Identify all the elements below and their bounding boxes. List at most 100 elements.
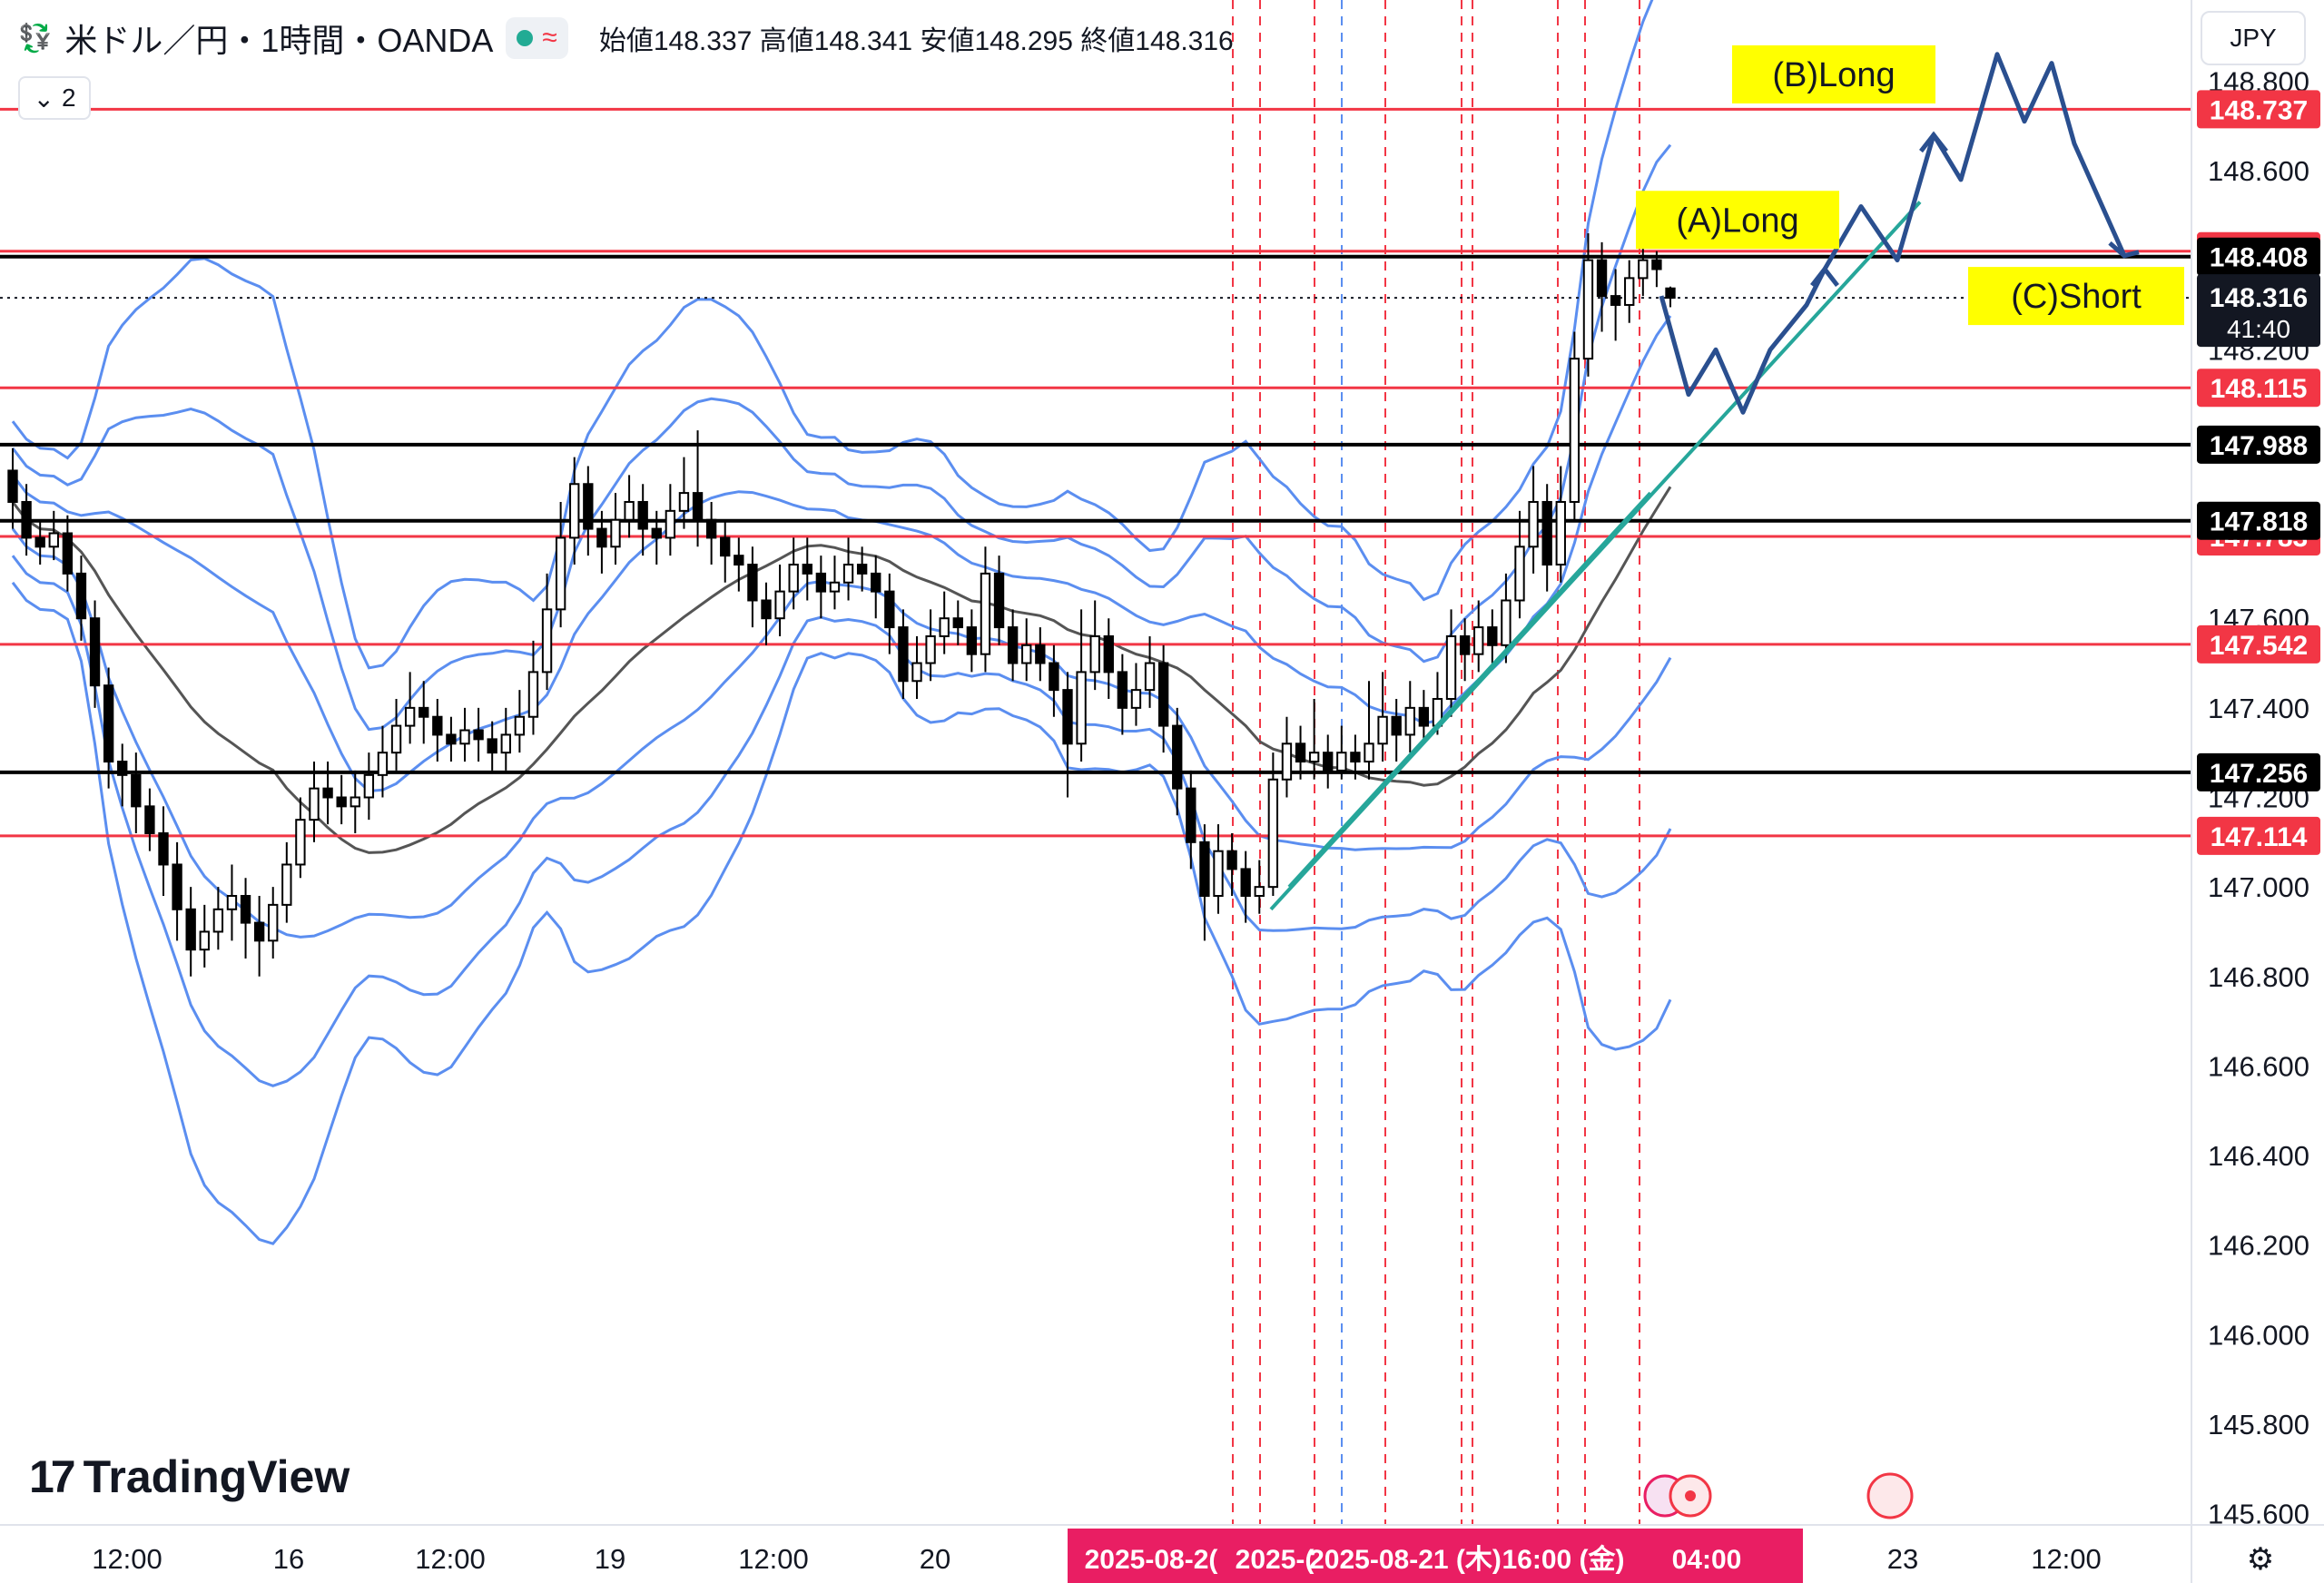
candle-body	[871, 572, 881, 593]
candle-body	[829, 581, 841, 593]
annotation-label: (B)Long	[1772, 56, 1895, 94]
chevron-down-icon: ⌄	[33, 84, 54, 113]
candle-body	[966, 626, 978, 655]
trend-line-lower	[1287, 491, 1652, 889]
candle-body	[651, 527, 662, 539]
candle-body	[487, 738, 497, 754]
arrow-head	[1919, 131, 1948, 153]
candle-body	[1473, 626, 1484, 655]
bollinger-u3	[11, 0, 1654, 670]
candle-body	[1144, 662, 1156, 692]
legend-count: 2	[61, 84, 76, 112]
candle-body	[1638, 259, 1649, 280]
red-level-tag-label: 147.542	[2210, 631, 2308, 661]
candle-body	[446, 733, 457, 745]
candle-body	[295, 819, 306, 866]
candle-body	[665, 509, 676, 539]
time-tick-label: 16	[273, 1543, 304, 1575]
candle-body	[1117, 671, 1128, 709]
ohlc-readout: 始値148.337 高値148.341 安値148.295 終値148.316	[599, 18, 1234, 58]
bollinger-u1	[11, 315, 1672, 793]
candle-body	[1528, 500, 1539, 548]
market-status[interactable]: ≈	[506, 17, 568, 59]
candle-body	[1007, 626, 1019, 664]
candle-body	[253, 921, 265, 942]
candle-body	[336, 796, 347, 808]
candle-body	[1021, 644, 1032, 664]
candle-body	[1226, 850, 1237, 870]
tradingview-logo[interactable]: 17 TradingView	[29, 1450, 350, 1503]
candle-body	[1281, 742, 1293, 781]
legend-toggle-button[interactable]: ⌄ 2	[18, 76, 91, 120]
forecast-overlay: (A)Long (B)Long (C)Short	[1269, 44, 2184, 1519]
candle-body	[569, 483, 580, 539]
candle-body	[1130, 689, 1142, 709]
candle-body	[734, 555, 744, 566]
time-tick-label: 12:00	[415, 1543, 486, 1575]
candle-body	[802, 564, 812, 575]
chart-header: 💱 米ドル／円・1時間・OANDA ≈ 始値148.337 高値148.341 …	[18, 13, 1234, 64]
candle-body	[624, 500, 635, 521]
candle-body	[898, 626, 909, 683]
candle-body	[1364, 742, 1374, 763]
candle-body	[678, 492, 690, 512]
candle-body	[939, 617, 950, 637]
time-tick-label: 23	[1887, 1543, 1918, 1575]
price-tick-label: 145.800	[2208, 1409, 2309, 1440]
candle-body	[48, 532, 59, 548]
annotation-label: (C)Short	[2011, 278, 2142, 316]
candle-body	[1035, 644, 1046, 664]
candle-body	[993, 572, 1005, 629]
candle-body	[268, 903, 279, 942]
currency-button[interactable]: JPY	[2201, 11, 2306, 65]
candle-body	[1377, 715, 1388, 745]
bollinger-l1	[11, 527, 1672, 939]
candle-body	[1501, 599, 1512, 646]
open-value: 始値148.337	[598, 26, 753, 56]
candle-body	[21, 500, 32, 539]
black-level-tag	[2197, 425, 2320, 464]
candle-body	[1514, 546, 1525, 602]
wave-icon: ≈	[542, 23, 557, 53]
candle-body	[1254, 886, 1265, 898]
candle-body	[309, 787, 320, 821]
symbol-title[interactable]: 米ドル／円・1時間・OANDA	[64, 22, 494, 59]
time-tick-label: 12:00	[738, 1543, 809, 1575]
black-level-tag-label: 147.818	[2210, 507, 2308, 537]
candle-body	[1089, 634, 1100, 674]
candle-body	[1295, 742, 1306, 763]
candle-body	[527, 671, 539, 718]
candle-body	[1267, 778, 1279, 889]
red-level-tag	[2197, 369, 2320, 408]
candle-body	[1308, 752, 1320, 763]
candle-body	[1049, 662, 1059, 692]
red-level-tag	[2197, 90, 2320, 129]
candle-body	[911, 662, 922, 683]
current-price-label: 148.316	[2210, 283, 2308, 313]
red-level-tag-label: 148.115	[2211, 374, 2308, 404]
red-level-tag-label: 147.114	[2211, 822, 2308, 852]
date-bar-label: 2025-(	[1236, 1545, 1315, 1575]
candle-body	[390, 724, 402, 754]
candle-body	[1391, 715, 1402, 736]
candle-body	[1665, 287, 1676, 300]
candle-body	[596, 527, 607, 548]
price-tick-label: 146.800	[2208, 961, 2309, 993]
candle-body	[980, 572, 991, 655]
candle-body	[842, 564, 854, 584]
candle-body	[322, 787, 333, 799]
candle-body	[7, 469, 18, 503]
bollinger-bands	[11, 0, 1672, 1245]
candle-body	[1350, 752, 1361, 763]
candlestick-series	[7, 233, 1676, 977]
candle-body	[925, 634, 936, 664]
price-tick-label: 146.000	[2208, 1319, 2309, 1351]
gear-icon[interactable]: ⚙	[2246, 1542, 2275, 1577]
annotation-label: (A)Long	[1676, 202, 1798, 240]
candle-body	[774, 590, 785, 620]
candle-body	[419, 706, 429, 718]
candle-body	[185, 908, 196, 951]
arrow-head	[2108, 241, 2140, 259]
forecast-zigzag	[1659, 52, 2127, 415]
